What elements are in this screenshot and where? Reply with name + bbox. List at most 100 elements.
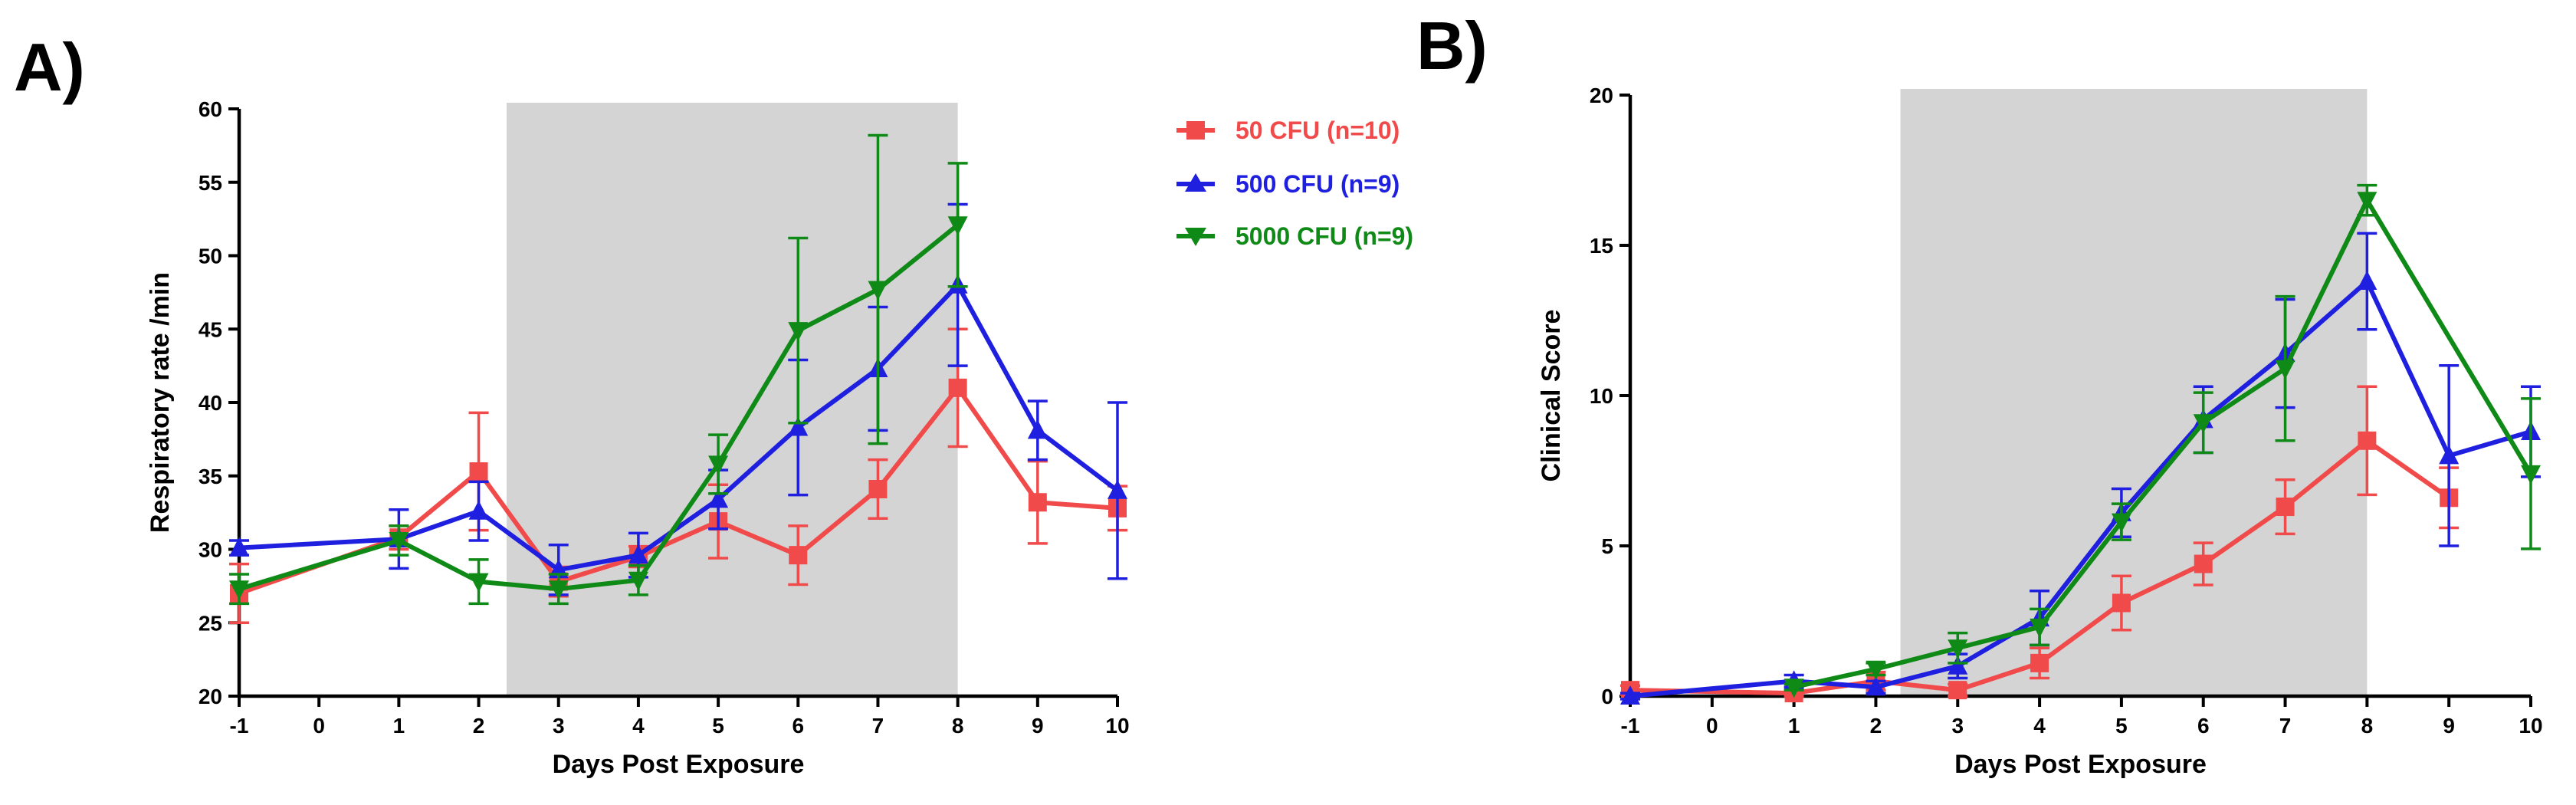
x-tick-label: 10 (2519, 714, 2542, 738)
data-point-triangle (708, 488, 729, 508)
data-point-inverted-triangle (1784, 678, 1804, 698)
data-point-inverted-triangle (2193, 414, 2213, 434)
data-point-inverted-triangle (2030, 618, 2050, 638)
panel-b-x-axis-title: Days Post Exposure (1954, 750, 2207, 779)
data-point-inverted-triangle (468, 573, 489, 593)
data-point-inverted-triangle (389, 532, 409, 552)
x-tick-label: 3 (1951, 714, 1964, 738)
y-tick-label: 30 (199, 538, 222, 562)
data-point-inverted-triangle (548, 580, 569, 600)
y-tick-label: 55 (199, 171, 222, 195)
series-5000-cfu (229, 133, 968, 606)
data-point-inverted-triangle (2275, 360, 2295, 380)
data-point-inverted-triangle (947, 216, 968, 236)
y-tick-label: 25 (199, 611, 222, 635)
panel-b-y-axis-title: Clinical Score (1537, 310, 1566, 482)
panel-a-x-axis-title: Days Post Exposure (553, 750, 805, 779)
legend-label-500-cfu: 500 CFU (n=9) (1235, 170, 1400, 198)
panel-b-shaded-region (1900, 89, 2368, 696)
x-tick-label: 4 (2033, 714, 2046, 738)
data-point-triangle (1866, 676, 1886, 696)
x-tick-label: -1 (1621, 714, 1640, 738)
data-point-inverted-triangle (708, 455, 729, 475)
data-point-triangle (2357, 271, 2377, 291)
legend-marker-inverted-triangle (1185, 228, 1206, 246)
x-tick-label: 5 (2115, 714, 2128, 738)
x-tick-label: 7 (2279, 714, 2292, 738)
data-point-square (2276, 498, 2295, 517)
data-point-inverted-triangle (788, 322, 809, 342)
y-tick-label: 50 (199, 245, 222, 268)
panel-a-series (229, 133, 1127, 624)
data-point-inverted-triangle (1866, 660, 1886, 680)
data-point-triangle (468, 500, 489, 520)
x-tick-label: 5 (712, 714, 724, 738)
data-point-triangle (1620, 685, 1640, 705)
panel-b-series (1620, 183, 2541, 705)
panel-a-y-axis-title: Respiratory rate /min (146, 272, 175, 533)
x-tick-label: 8 (952, 714, 964, 738)
legend-marker-square (1186, 121, 1205, 140)
data-point-inverted-triangle (2521, 465, 2541, 485)
legend-item-50-cfu: 50 CFU (n=10) (1176, 117, 1400, 144)
x-tick-label: -1 (230, 714, 249, 738)
x-tick-label: 6 (792, 714, 804, 738)
y-tick-label: 40 (199, 391, 222, 415)
x-tick-label: 7 (872, 714, 884, 738)
x-tick-label: 4 (632, 714, 645, 738)
panel-b-label: B) (1416, 8, 1488, 84)
legend-label-50-cfu: 50 CFU (n=10) (1235, 117, 1400, 144)
legend: 50 CFU (n=10) 500 CFU (n=9) 5000 CFU (n=… (1176, 117, 1413, 250)
x-tick-label: 9 (1032, 714, 1044, 738)
data-point-inverted-triangle (2357, 192, 2377, 212)
x-tick-label: 9 (2443, 714, 2455, 738)
y-tick-label: 20 (199, 685, 222, 708)
y-tick-label: 0 (1601, 685, 1613, 708)
panel-a-label: A) (14, 29, 85, 105)
data-point-triangle (1108, 479, 1127, 499)
data-point-square (2112, 593, 2131, 613)
data-point-inverted-triangle (229, 580, 249, 600)
data-point-triangle (788, 416, 809, 436)
data-point-square (2358, 431, 2377, 450)
series-line (1629, 438, 2450, 696)
data-point-square (789, 546, 808, 565)
y-tick-label: 15 (1590, 234, 1613, 258)
data-point-triangle (1027, 419, 1048, 439)
data-point-triangle (2439, 445, 2460, 465)
legend-marker-triangle (1185, 173, 1206, 192)
y-tick-label: 60 (199, 97, 222, 121)
panel-b-clinical-score-chart: B) -1 0 1 2 3 4 5 6 7 8 9 10 0 5 10 15 20 Days Post Expo… (1416, 8, 2543, 779)
data-point-triangle (628, 544, 648, 564)
legend-item-5000-cfu: 5000 CFU (n=9) (1176, 222, 1413, 250)
x-tick-label: 8 (2361, 714, 2374, 738)
x-tick-label: 1 (393, 714, 405, 738)
x-tick-label: 10 (1105, 714, 1129, 738)
series-500-cfu (229, 202, 1127, 596)
data-point-square (948, 378, 967, 397)
y-tick-label: 45 (199, 317, 222, 341)
x-tick-label: 1 (1788, 714, 1800, 738)
x-tick-label: 0 (1706, 714, 1718, 738)
x-tick-label: 3 (553, 714, 565, 738)
y-tick-label: 20 (1590, 84, 1613, 107)
panel-a-shaded-region (507, 103, 958, 696)
data-point-square (2030, 653, 2049, 672)
data-point-square (1028, 493, 1047, 512)
legend-label-5000-cfu: 5000 CFU (n=9) (1235, 222, 1413, 250)
panel-b-axes: -1 0 1 2 3 4 5 6 7 8 9 10 0 5 10 15 20 (1590, 84, 2543, 738)
data-point-square (469, 462, 488, 481)
x-tick-label: 2 (1870, 714, 1882, 738)
data-point-inverted-triangle (868, 281, 888, 301)
data-point-inverted-triangle (2111, 513, 2131, 533)
data-point-triangle (1948, 655, 1968, 675)
x-tick-label: 6 (2197, 714, 2210, 738)
data-point-inverted-triangle (628, 571, 648, 591)
data-point-square (2194, 554, 2213, 573)
data-point-inverted-triangle (1948, 639, 1968, 659)
x-tick-label: 0 (313, 714, 325, 738)
data-point-square (1948, 681, 1967, 700)
